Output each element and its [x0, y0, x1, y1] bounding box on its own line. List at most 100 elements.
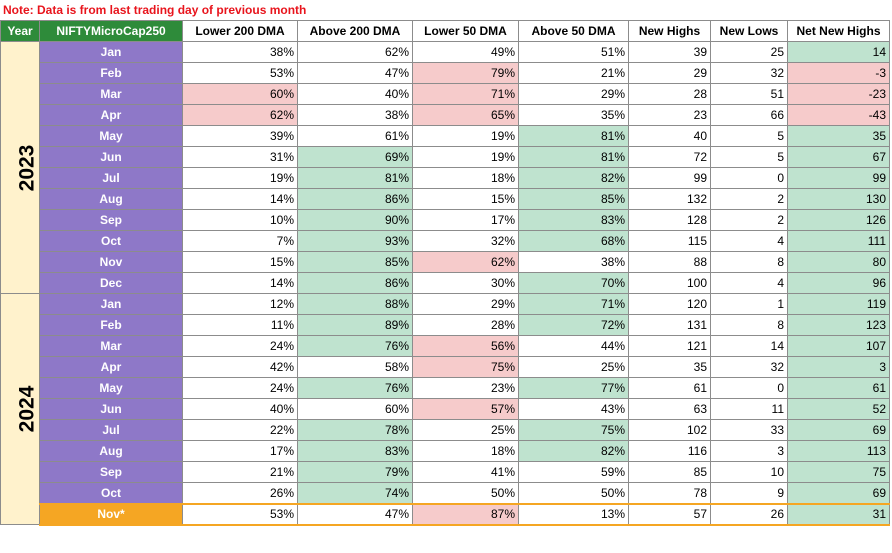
new-lows-cell: 0	[710, 167, 788, 189]
month-cell: Aug	[39, 188, 183, 210]
table-row: Oct 26% 74% 50% 50% 78 9 69	[1, 482, 890, 504]
month-cell: Nov	[39, 251, 183, 273]
new-lows-cell: 8	[710, 314, 788, 336]
above-200-dma-cell: 60%	[297, 398, 413, 420]
lower-200-dma-cell: 12%	[182, 293, 298, 315]
new-lows-cell: 1	[710, 293, 788, 315]
table-row: Apr 42% 58% 75% 25% 35 32 3	[1, 356, 890, 378]
above-50-dma-cell: 38%	[518, 251, 629, 273]
new-lows-cell: 11	[710, 398, 788, 420]
new-lows-cell: 25	[710, 41, 788, 63]
new-lows-cell: 4	[710, 272, 788, 294]
year-label: 2024	[15, 385, 39, 433]
above-200-dma-cell: 40%	[297, 83, 413, 105]
new-highs-cell: 116	[628, 440, 711, 462]
lower-200-dma-cell: 62%	[182, 104, 298, 126]
lower-50-dma-cell: 75%	[412, 356, 519, 378]
lower-200-dma-cell: 31%	[182, 146, 298, 168]
new-lows-cell: 9	[710, 482, 788, 504]
header-net-new-highs: Net New Highs	[787, 20, 890, 42]
table-row: Jul 19% 81% 18% 82% 99 0 99	[1, 167, 890, 189]
above-200-dma-cell: 58%	[297, 356, 413, 378]
net-new-highs-cell: 14	[787, 41, 890, 63]
lower-200-dma-cell: 14%	[182, 272, 298, 294]
month-cell: Feb	[39, 62, 183, 84]
lower-200-dma-cell: 26%	[182, 482, 298, 504]
month-cell: Apr	[39, 356, 183, 378]
table-row: Mar 24% 76% 56% 44% 121 14 107	[1, 335, 890, 357]
month-cell: Oct	[39, 482, 183, 504]
month-cell: Jun	[39, 146, 183, 168]
net-new-highs-cell: 99	[787, 167, 890, 189]
above-50-dma-cell: 85%	[518, 188, 629, 210]
lower-200-dma-cell: 15%	[182, 251, 298, 273]
lower-50-dma-cell: 49%	[412, 41, 519, 63]
above-200-dma-cell: 85%	[297, 251, 413, 273]
lower-50-dma-cell: 18%	[412, 167, 519, 189]
new-highs-cell: 88	[628, 251, 711, 273]
above-50-dma-cell: 44%	[518, 335, 629, 357]
new-lows-cell: 5	[710, 125, 788, 147]
new-lows-cell: 3	[710, 440, 788, 462]
net-new-highs-cell: 3	[787, 356, 890, 378]
above-50-dma-cell: 75%	[518, 419, 629, 441]
above-200-dma-cell: 86%	[297, 272, 413, 294]
new-lows-cell: 32	[710, 62, 788, 84]
header-year: Year	[0, 20, 40, 42]
above-200-dma-cell: 88%	[297, 293, 413, 315]
lower-200-dma-cell: 53%	[182, 62, 298, 84]
lower-50-dma-cell: 17%	[412, 209, 519, 231]
lower-50-dma-cell: 18%	[412, 440, 519, 462]
lower-200-dma-cell: 60%	[182, 83, 298, 105]
new-highs-cell: 120	[628, 293, 711, 315]
lower-200-dma-cell: 38%	[182, 41, 298, 63]
above-200-dma-cell: 83%	[297, 440, 413, 462]
new-highs-cell: 28	[628, 83, 711, 105]
new-lows-cell: 2	[710, 188, 788, 210]
above-200-dma-cell: 38%	[297, 104, 413, 126]
lower-200-dma-cell: 22%	[182, 419, 298, 441]
above-50-dma-cell: 72%	[518, 314, 629, 336]
new-lows-cell: 5	[710, 146, 788, 168]
new-highs-cell: 40	[628, 125, 711, 147]
lower-200-dma-cell: 17%	[182, 440, 298, 462]
header-above-50-dma: Above 50 DMA	[518, 20, 629, 42]
new-highs-cell: 102	[628, 419, 711, 441]
above-50-dma-cell: 13%	[518, 502, 629, 526]
net-new-highs-cell: -43	[787, 104, 890, 126]
new-lows-cell: 32	[710, 356, 788, 378]
lower-50-dma-cell: 19%	[412, 125, 519, 147]
new-highs-cell: 35	[628, 356, 711, 378]
net-new-highs-cell: 107	[787, 335, 890, 357]
lower-200-dma-cell: 7%	[182, 230, 298, 252]
lower-200-dma-cell: 39%	[182, 125, 298, 147]
new-lows-cell: 0	[710, 377, 788, 399]
above-50-dma-cell: 68%	[518, 230, 629, 252]
above-50-dma-cell: 82%	[518, 440, 629, 462]
header-lower-200-dma: Lower 200 DMA	[182, 20, 298, 42]
above-50-dma-cell: 21%	[518, 62, 629, 84]
month-cell: Aug	[39, 440, 183, 462]
new-lows-cell: 51	[710, 83, 788, 105]
new-highs-cell: 72	[628, 146, 711, 168]
table-body: 2023 Jan 38% 62% 49% 51% 39 25 14 Feb 53% 47% 79% 21%…	[0, 41, 890, 526]
lower-50-dma-cell: 56%	[412, 335, 519, 357]
lower-200-dma-cell: 24%	[182, 377, 298, 399]
lower-50-dma-cell: 15%	[412, 188, 519, 210]
new-lows-cell: 10	[710, 461, 788, 483]
above-200-dma-cell: 86%	[297, 188, 413, 210]
new-highs-cell: 121	[628, 335, 711, 357]
above-50-dma-cell: 29%	[518, 83, 629, 105]
net-new-highs-cell: 35	[787, 125, 890, 147]
table-row: Jun 40% 60% 57% 43% 63 11 52	[1, 398, 890, 420]
lower-200-dma-cell: 24%	[182, 335, 298, 357]
net-new-highs-cell: 119	[787, 293, 890, 315]
above-200-dma-cell: 47%	[297, 62, 413, 84]
above-200-dma-cell: 76%	[297, 377, 413, 399]
month-cell: Dec	[39, 272, 183, 294]
new-highs-cell: 39	[628, 41, 711, 63]
month-cell: Apr	[39, 104, 183, 126]
lower-200-dma-cell: 19%	[182, 167, 298, 189]
new-highs-cell: 85	[628, 461, 711, 483]
new-highs-cell: 29	[628, 62, 711, 84]
